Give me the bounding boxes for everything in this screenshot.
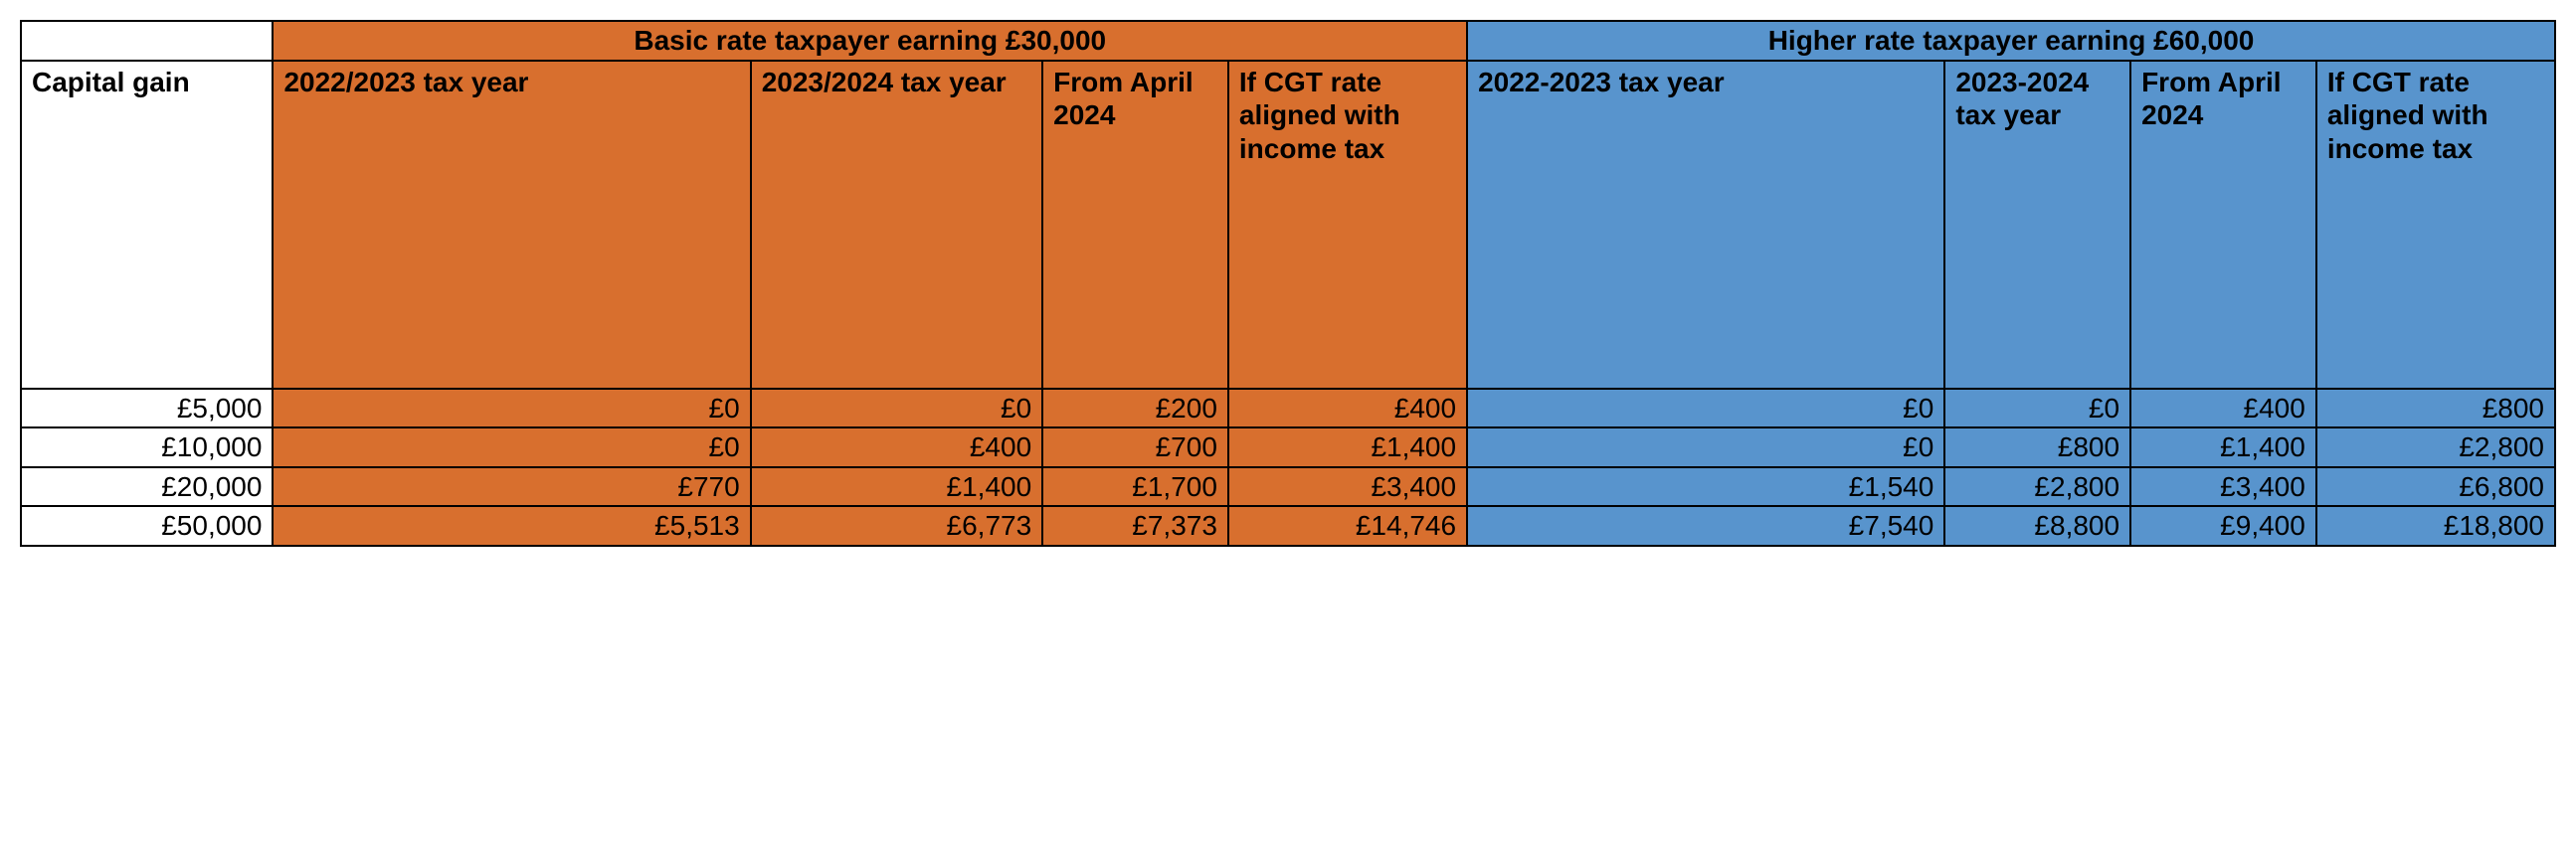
table-body: £5,000 £0 £0 £200 £400 £0 £0 £400 £800 £…	[21, 389, 2555, 546]
row-label: £20,000	[21, 467, 273, 507]
data-cell: £14,746	[1228, 506, 1467, 546]
data-cell: £1,400	[751, 467, 1042, 507]
data-cell: £800	[1944, 427, 2130, 467]
data-cell: £18,800	[2316, 506, 2555, 546]
capital-gain-header: Capital gain	[21, 61, 273, 389]
column-header-row: Capital gain 2022/2023 tax year 2023/202…	[21, 61, 2555, 389]
data-cell: £700	[1042, 427, 1228, 467]
table-row: £20,000 £770 £1,400 £1,700 £3,400 £1,540…	[21, 467, 2555, 507]
data-cell: £2,800	[1944, 467, 2130, 507]
cgt-comparison-table: Basic rate taxpayer earning £30,000 High…	[20, 20, 2556, 547]
data-cell: £6,800	[2316, 467, 2555, 507]
data-cell: £0	[1467, 389, 1944, 428]
data-cell: £2,800	[2316, 427, 2555, 467]
data-cell: £3,400	[1228, 467, 1467, 507]
row-label: £50,000	[21, 506, 273, 546]
data-cell: £6,773	[751, 506, 1042, 546]
data-cell: £7,373	[1042, 506, 1228, 546]
data-cell: £0	[273, 427, 750, 467]
higher-col-header-3: If CGT rate aligned with income tax	[2316, 61, 2555, 389]
higher-rate-group-header: Higher rate taxpayer earning £60,000	[1467, 21, 2555, 61]
data-cell: £7,540	[1467, 506, 1944, 546]
table-row: £5,000 £0 £0 £200 £400 £0 £0 £400 £800	[21, 389, 2555, 428]
higher-col-header-1: 2023-2024 tax year	[1944, 61, 2130, 389]
data-cell: £800	[2316, 389, 2555, 428]
data-cell: £400	[2130, 389, 2316, 428]
data-cell: £0	[751, 389, 1042, 428]
higher-col-header-2: From April 2024	[2130, 61, 2316, 389]
data-cell: £0	[1944, 389, 2130, 428]
data-cell: £1,400	[1228, 427, 1467, 467]
data-cell: £200	[1042, 389, 1228, 428]
blank-header-cell	[21, 21, 273, 61]
data-cell: £400	[751, 427, 1042, 467]
data-cell: £0	[273, 389, 750, 428]
data-cell: £1,700	[1042, 467, 1228, 507]
basic-col-header-3: If CGT rate aligned with income tax	[1228, 61, 1467, 389]
row-label: £10,000	[21, 427, 273, 467]
data-cell: £5,513	[273, 506, 750, 546]
data-cell: £9,400	[2130, 506, 2316, 546]
data-cell: £3,400	[2130, 467, 2316, 507]
basic-col-header-0: 2022/2023 tax year	[273, 61, 750, 389]
data-cell: £770	[273, 467, 750, 507]
data-cell: £1,540	[1467, 467, 1944, 507]
table-row: £50,000 £5,513 £6,773 £7,373 £14,746 £7,…	[21, 506, 2555, 546]
basic-col-header-1: 2023/2024 tax year	[751, 61, 1042, 389]
group-header-row: Basic rate taxpayer earning £30,000 High…	[21, 21, 2555, 61]
basic-col-header-2: From April 2024	[1042, 61, 1228, 389]
higher-col-header-0: 2022-2023 tax year	[1467, 61, 1944, 389]
row-label: £5,000	[21, 389, 273, 428]
data-cell: £8,800	[1944, 506, 2130, 546]
data-cell: £0	[1467, 427, 1944, 467]
table-row: £10,000 £0 £400 £700 £1,400 £0 £800 £1,4…	[21, 427, 2555, 467]
data-cell: £400	[1228, 389, 1467, 428]
data-cell: £1,400	[2130, 427, 2316, 467]
basic-rate-group-header: Basic rate taxpayer earning £30,000	[273, 21, 1467, 61]
